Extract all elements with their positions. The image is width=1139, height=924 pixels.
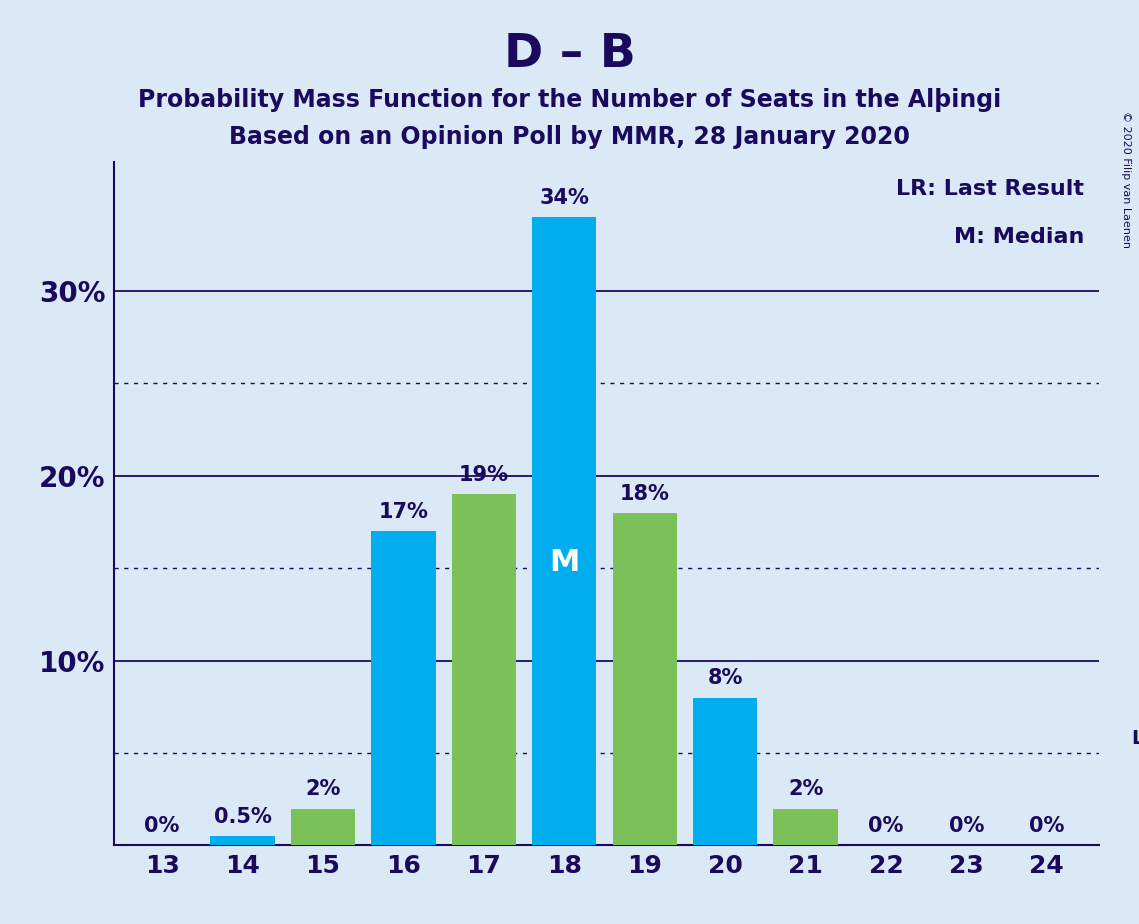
Text: 0%: 0% <box>949 816 984 836</box>
Text: 18%: 18% <box>620 483 670 504</box>
Text: D – B: D – B <box>503 32 636 78</box>
Bar <box>773 808 838 845</box>
Text: 17%: 17% <box>378 502 428 522</box>
Text: 0%: 0% <box>1030 816 1065 836</box>
Bar <box>371 531 435 845</box>
Text: LR: LR <box>1131 728 1139 748</box>
Text: 2%: 2% <box>788 779 823 799</box>
Text: 8%: 8% <box>707 668 743 688</box>
Text: 2%: 2% <box>305 779 341 799</box>
Bar <box>211 836 274 845</box>
Text: M: M <box>549 548 580 578</box>
Bar <box>290 808 355 845</box>
Bar <box>693 698 757 845</box>
Text: 34%: 34% <box>540 188 589 208</box>
Text: 0.5%: 0.5% <box>214 807 271 827</box>
Text: 19%: 19% <box>459 465 509 485</box>
Bar <box>452 494 516 845</box>
Text: LR: Last Result: LR: Last Result <box>896 179 1084 199</box>
Text: © 2020 Filip van Laenen: © 2020 Filip van Laenen <box>1121 111 1131 248</box>
Text: 0%: 0% <box>145 816 180 836</box>
Text: 0%: 0% <box>868 816 903 836</box>
Text: M: Median: M: Median <box>954 226 1084 247</box>
Text: Probability Mass Function for the Number of Seats in the Alþingi: Probability Mass Function for the Number… <box>138 88 1001 112</box>
Bar <box>532 217 597 845</box>
Bar <box>613 513 677 845</box>
Text: Based on an Opinion Poll by MMR, 28 January 2020: Based on an Opinion Poll by MMR, 28 Janu… <box>229 125 910 149</box>
